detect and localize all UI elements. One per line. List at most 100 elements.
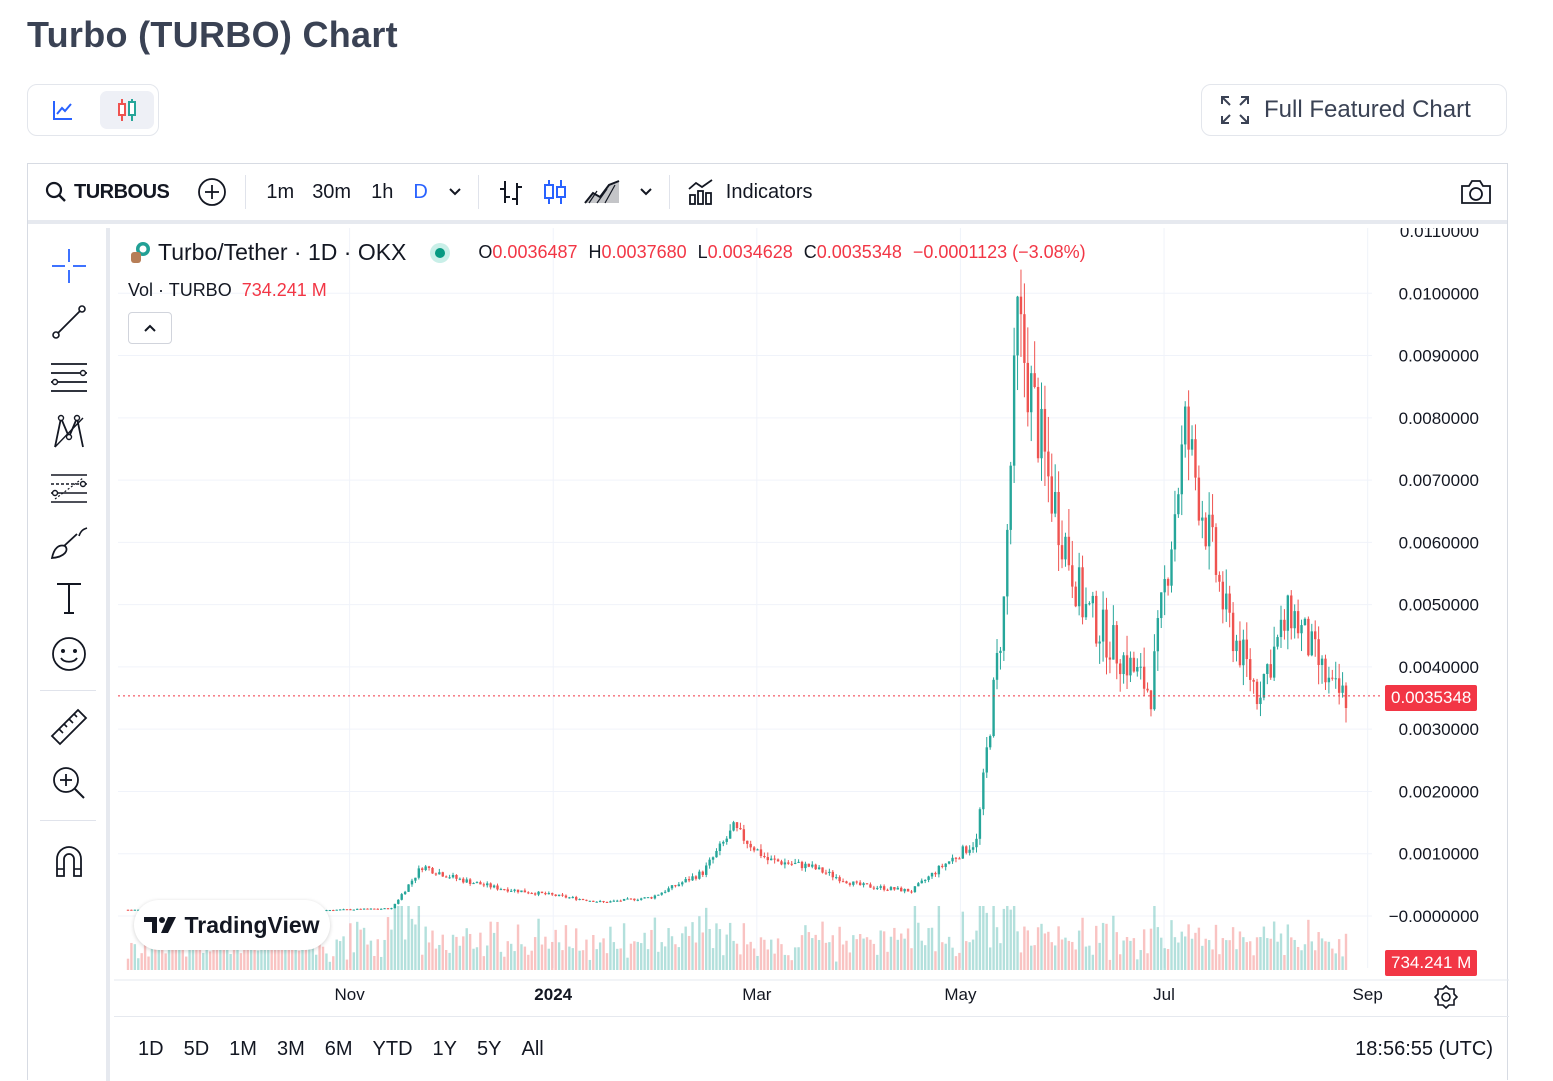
compare-add-button[interactable] — [197, 164, 227, 220]
magnet-tool[interactable] — [48, 840, 90, 882]
parallel-lines-tool[interactable] — [48, 356, 90, 398]
candle-body — [1344, 685, 1348, 709]
candle-body — [1238, 640, 1242, 666]
zoom-in-tool[interactable] — [48, 762, 90, 804]
indicators-button[interactable]: Indicators — [686, 164, 813, 220]
volume-bar — [687, 935, 691, 970]
range-all[interactable]: All — [521, 1037, 544, 1060]
volume-bar — [1057, 926, 1060, 970]
tradingview-watermark[interactable]: TradingView — [134, 900, 330, 950]
last-price-tag: 0.0035348 — [1385, 685, 1478, 711]
brush-tool[interactable] — [48, 522, 90, 564]
emoji-tool[interactable] — [48, 633, 90, 675]
collapse-legend-button[interactable] — [128, 312, 172, 344]
volume-bar — [670, 936, 674, 970]
candle-body — [1166, 578, 1170, 586]
volume-bar — [971, 939, 975, 970]
volume-bar — [975, 930, 978, 970]
volume-bar — [1180, 931, 1183, 970]
pattern-tool[interactable] — [48, 411, 90, 453]
candle-body — [906, 888, 910, 892]
volume-bar — [790, 960, 793, 970]
candle-body — [1125, 655, 1129, 676]
bars-style-button[interactable] — [497, 164, 525, 220]
volume-bar — [821, 921, 824, 970]
range-5y[interactable]: 5Y — [477, 1037, 502, 1060]
chart-widget: TURBOUS 1m 30m 1h D — [27, 163, 1509, 1081]
text-tool[interactable] — [48, 577, 90, 619]
volume-bar — [1136, 959, 1139, 970]
volume-legend: Vol · TURBO 734.241 M — [128, 280, 327, 301]
volume-bar — [1012, 906, 1016, 970]
range-1y[interactable]: 1Y — [432, 1037, 458, 1060]
volume-bar — [1122, 940, 1125, 970]
interval-1m[interactable]: 1m — [266, 180, 295, 203]
candlestick-chart-button[interactable] — [100, 91, 154, 129]
chart-pane[interactable]: 0.0110000 0.0100000 0.0090000 0.0080000 0.00… — [114, 228, 1509, 1016]
candle-body — [1112, 625, 1115, 660]
range-1m[interactable]: 1M — [229, 1037, 257, 1060]
interval-d[interactable]: D — [413, 180, 428, 203]
volume-bar — [400, 906, 403, 970]
volume-bar — [393, 906, 397, 970]
volume-bar — [520, 944, 523, 970]
candle-body — [1231, 612, 1235, 652]
volume-bar — [1064, 937, 1067, 970]
price-chart[interactable]: 0.0110000 0.0100000 0.0090000 0.0080000 0.00… — [114, 228, 1509, 1016]
volume-bar — [455, 936, 458, 970]
interval-1h[interactable]: 1h — [371, 180, 394, 203]
volume-bar — [876, 954, 879, 970]
range-ytd[interactable]: YTD — [372, 1037, 413, 1060]
volume-bar — [1249, 941, 1252, 970]
volume-bar — [903, 938, 906, 970]
utc-clock[interactable]: 18:56:55 (UTC) — [1355, 1037, 1493, 1060]
volume-bar — [814, 934, 817, 970]
full-featured-chart-button[interactable]: Full Featured Chart — [1201, 84, 1507, 136]
fib-tool[interactable] — [48, 467, 90, 509]
range-5d[interactable]: 5D — [183, 1037, 210, 1060]
range-1d[interactable]: 1D — [138, 1037, 164, 1060]
candle-body — [1170, 549, 1173, 586]
volume-bar — [1197, 927, 1201, 970]
volume-bar — [441, 934, 444, 970]
screenshot-button[interactable] — [1459, 164, 1493, 220]
candle-body — [540, 891, 544, 894]
volume-bar — [965, 941, 968, 970]
volume-bar — [1173, 937, 1177, 970]
candle-body — [1023, 314, 1026, 363]
pattern-icon — [54, 414, 84, 448]
candle-body — [1009, 465, 1012, 530]
volume-bar — [314, 954, 318, 970]
candle-body — [390, 908, 393, 910]
candle-body — [616, 900, 619, 902]
volume-bar — [489, 921, 492, 970]
interval-dropdown[interactable] — [448, 164, 462, 220]
style-dropdown[interactable] — [639, 164, 653, 220]
trend-line-tool[interactable] — [48, 301, 90, 343]
volume-bar — [858, 934, 862, 970]
candle-body — [369, 908, 373, 910]
axis-settings-button[interactable] — [1432, 983, 1460, 1011]
drawing-toolbar — [28, 228, 110, 1081]
range-3m[interactable]: 3M — [276, 1037, 305, 1060]
ruler-tool[interactable] — [48, 706, 90, 748]
volume-bar — [718, 929, 722, 970]
line-chart-button[interactable] — [36, 91, 90, 129]
candle-body — [711, 857, 715, 860]
area-style-button[interactable] — [583, 164, 621, 220]
high-label: H — [588, 242, 602, 262]
volume-bar — [1293, 939, 1296, 970]
interval-30m[interactable]: 30m — [312, 180, 352, 203]
symbol-search[interactable]: TURBOUS — [28, 164, 170, 220]
candles-style-button[interactable] — [541, 164, 569, 220]
line-chart-icon — [53, 101, 72, 120]
volume-bar — [407, 906, 410, 970]
range-6m[interactable]: 6M — [324, 1037, 353, 1060]
candle-body — [982, 772, 985, 810]
low-value: 0.0034628 — [707, 242, 793, 262]
candle-body — [626, 898, 629, 900]
candle-body — [509, 890, 513, 892]
volume-bar — [893, 927, 896, 970]
candle-body — [1040, 408, 1043, 459]
crosshair-tool[interactable] — [48, 245, 90, 287]
